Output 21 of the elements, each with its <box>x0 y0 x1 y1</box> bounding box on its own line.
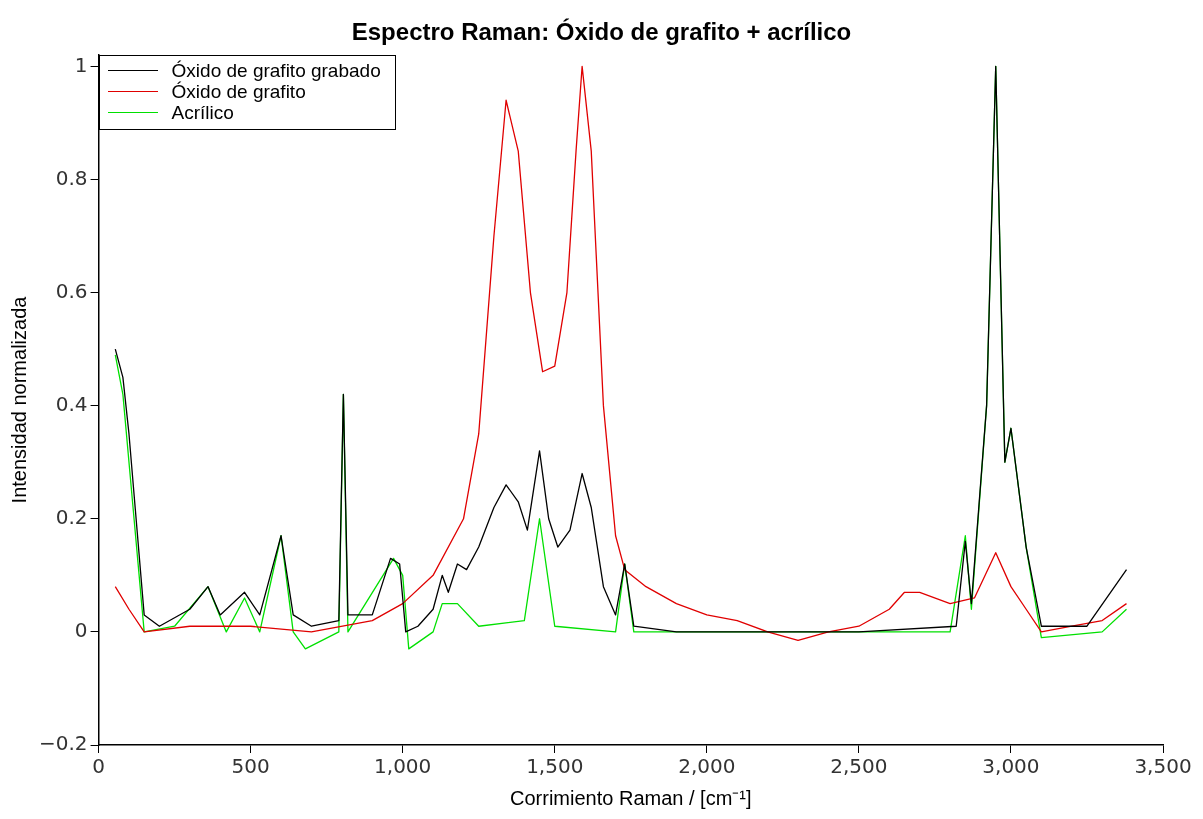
legend-label: Óxido de grafito <box>171 81 306 102</box>
y-tick-label: 0.8 <box>55 165 88 190</box>
chart-title: Espectro Raman: Óxido de grafito + acrílico <box>350 18 853 46</box>
legend-label: Acrílico <box>171 102 234 123</box>
y-tick-label: 0.4 <box>55 391 88 416</box>
y-tick-label: 1 <box>74 52 88 77</box>
x-tick-label: 1,000 <box>374 754 432 779</box>
y-axis-title: Intensidad normalizada <box>7 295 30 504</box>
x-tick-label: 2,000 <box>678 754 736 779</box>
y-tick-label: 0.2 <box>55 504 88 529</box>
y-tick-label: −0.2 <box>38 731 88 756</box>
x-tick-label: 0 <box>92 754 105 779</box>
x-axis-title: Corrimiento Raman / [cm⁻¹] <box>510 786 752 809</box>
x-tick-label: 2,500 <box>830 754 888 779</box>
legend-label: Óxido de grafito grabado <box>171 60 381 81</box>
x-tick-label: 500 <box>231 754 270 779</box>
x-tick-label: 3,500 <box>1134 754 1192 779</box>
y-tick-label: 0 <box>74 618 88 643</box>
x-tick-label: 3,000 <box>982 754 1040 779</box>
x-tick-label: 1,500 <box>526 754 584 779</box>
y-tick-label: 0.6 <box>55 278 88 303</box>
